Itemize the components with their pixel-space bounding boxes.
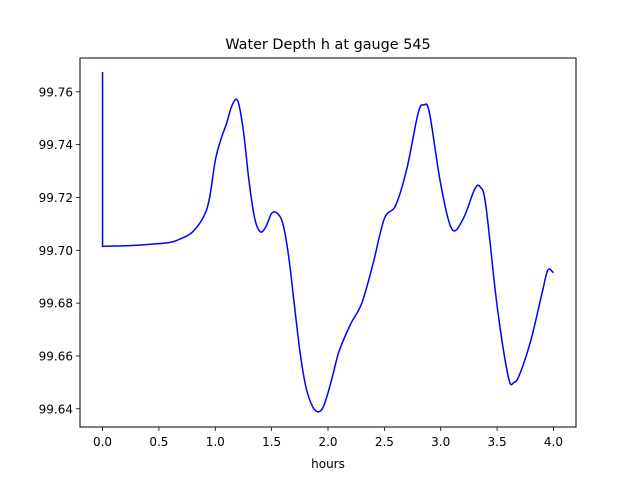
x-tick-label: 2.0 [318,435,337,449]
y-tick-label: 99.72 [39,191,73,205]
x-tick-label: 3.0 [431,435,450,449]
plot-area [101,72,554,413]
x-tick-label: 3.5 [488,435,507,449]
chart-title: Water Depth h at gauge 545 [225,37,430,53]
y-tick-label: 99.74 [39,138,73,152]
x-tick-label: 0.0 [93,435,112,449]
x-tick-label: 4.0 [544,435,563,449]
x-tick-label: 1.5 [262,435,281,449]
y-tick-label: 99.66 [39,349,73,363]
x-axis-ticks: 0.0 0.5 1.0 1.5 2.0 2.5 3.0 3.5 4.0 [93,427,563,449]
series-line-0 [101,72,554,413]
x-axis-label: hours [311,457,345,471]
y-tick-label: 99.64 [39,402,73,416]
x-tick-label: 1.0 [206,435,225,449]
y-tick-label: 99.70 [39,244,73,258]
y-tick-label: 99.76 [39,85,73,99]
y-tick-label: 99.68 [39,297,73,311]
x-tick-label: 0.5 [149,435,168,449]
x-tick-label: 2.5 [375,435,394,449]
y-axis-ticks: 99.64 99.66 99.68 99.70 99.72 99.74 99.76 [39,85,80,416]
